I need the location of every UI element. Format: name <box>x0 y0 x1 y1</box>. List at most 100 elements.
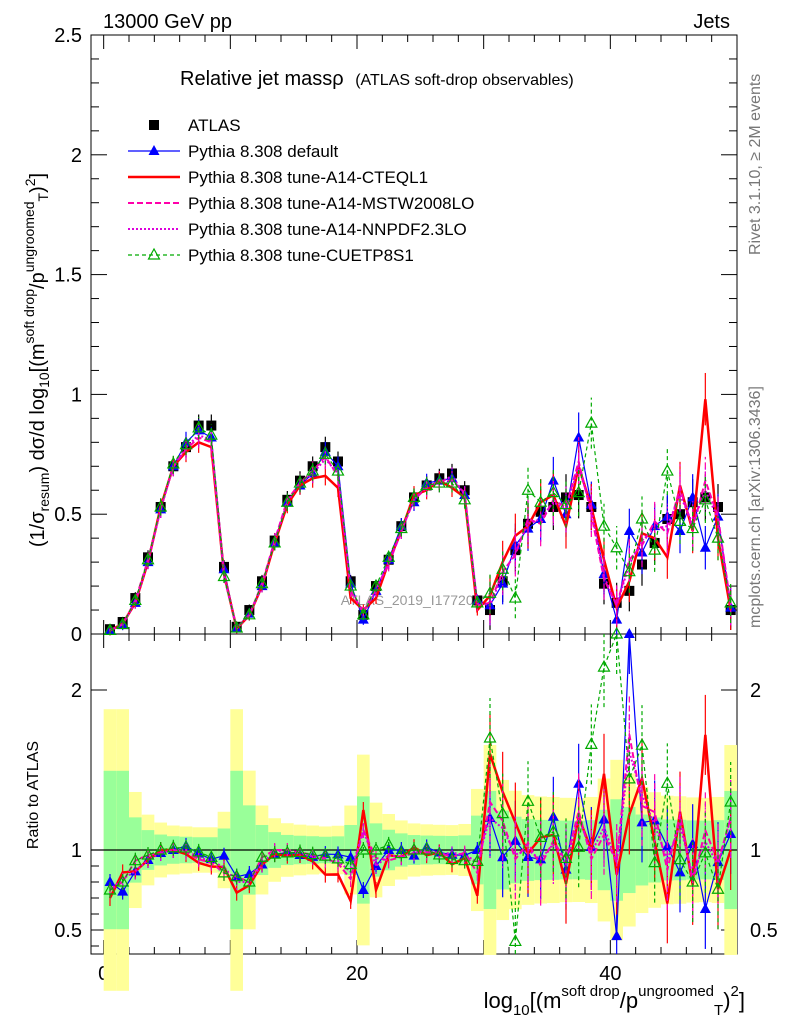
ratio-tick-label: 1 <box>71 840 82 862</box>
y-tick-label: 2 <box>71 145 82 167</box>
data-point <box>686 874 700 887</box>
data-point <box>432 847 446 860</box>
data-point <box>141 552 155 565</box>
ratio-tick-label: 0.5 <box>54 920 82 942</box>
data-point <box>280 845 294 858</box>
ratio-tick-label-right: 1 <box>750 840 761 862</box>
data-point <box>147 247 161 260</box>
data-point <box>496 562 510 574</box>
data-point <box>648 855 662 868</box>
data-point <box>432 475 446 488</box>
data-point <box>104 876 116 886</box>
data-point <box>206 420 217 431</box>
data-point <box>572 839 586 852</box>
ratio-tick-label-right: 0.5 <box>750 920 778 942</box>
data-point <box>369 578 383 591</box>
data-point <box>218 849 230 860</box>
data-point <box>204 427 218 440</box>
rivet-label: Rivet 3.1.10, ≥ 2M events <box>747 74 764 255</box>
data-point <box>673 514 687 526</box>
data-point <box>534 830 548 843</box>
ratio-tick-label: 2 <box>71 680 82 702</box>
data-point <box>230 620 244 633</box>
data-point <box>331 463 345 476</box>
data-point <box>255 850 269 862</box>
data-point <box>635 737 649 750</box>
mcplots-label: mcplots.cern.ch [arXiv:1306.3436] <box>747 386 764 628</box>
data-point <box>546 824 560 837</box>
data-point <box>508 934 522 947</box>
data-point <box>394 846 408 859</box>
data-point <box>699 541 711 552</box>
data-point <box>103 882 117 895</box>
data-point <box>230 869 244 882</box>
data-point <box>356 842 370 855</box>
data-point <box>344 857 358 870</box>
data-point <box>242 607 256 620</box>
data-point <box>217 865 231 878</box>
y-axis-label-text: (1/σresum) dσ/d log10[(msoft drop/pungro… <box>21 173 52 547</box>
data-point <box>293 475 307 488</box>
legend-label: Pythia 8.308 tune-A14-NNPDF2.3LO <box>188 220 467 239</box>
plot-title: Relative jet massρ (ATLAS soft-drop obse… <box>180 68 574 90</box>
y-tick-label: 1.5 <box>54 265 82 287</box>
data-point <box>306 847 320 860</box>
data-point <box>610 626 624 639</box>
data-point <box>724 595 738 608</box>
data-point <box>394 521 408 534</box>
data-point <box>356 607 370 620</box>
legend-label: Pythia 8.308 tune-A14-CTEQL1 <box>188 168 428 187</box>
data-point <box>724 794 738 807</box>
y-tick-label: 2.5 <box>54 25 82 47</box>
data-point <box>559 497 573 510</box>
data-point <box>420 478 434 491</box>
data-point <box>546 485 560 498</box>
data-point <box>154 499 168 512</box>
data-point <box>192 420 206 433</box>
x-axis-label: log10[(msoft drop/pungroomedT)2] <box>484 983 745 1019</box>
data-point <box>660 463 674 476</box>
x-tick-label: 20 <box>346 963 368 985</box>
data-point <box>345 851 357 862</box>
data-point <box>483 586 497 598</box>
data-point <box>597 518 611 531</box>
y-tick-label: 0.5 <box>54 504 82 526</box>
legend-label: Pythia 8.308 tune-A14-MSTW2008LO <box>188 194 474 213</box>
data-point <box>635 511 649 524</box>
data-point <box>166 840 180 853</box>
data-point <box>622 771 636 784</box>
legend-label: Pythia 8.308 tune-CUETP8S1 <box>188 246 414 265</box>
data-point <box>445 852 459 865</box>
data-point <box>128 853 142 866</box>
data-point <box>149 120 159 130</box>
data-point <box>116 874 130 887</box>
data-point <box>611 930 623 941</box>
data-point <box>508 590 522 603</box>
data-point <box>357 884 369 894</box>
data-point <box>521 794 535 806</box>
series-line <box>109 423 732 631</box>
data-point <box>268 846 282 859</box>
energy-label: 13000 GeV pp <box>103 11 232 33</box>
ratio-line <box>109 633 732 942</box>
data-point <box>420 842 434 855</box>
legend: ATLAS Pythia 8.308 default Pythia 8.308 tu… <box>128 116 474 265</box>
data-point <box>192 844 206 857</box>
data-point <box>573 431 585 442</box>
y-tick-label: 0 <box>71 624 82 646</box>
data-point <box>280 494 294 507</box>
data-point <box>445 475 459 488</box>
plot-title-sub: (ATLAS soft-drop observables) <box>355 72 573 89</box>
data-point <box>255 576 269 589</box>
data-point <box>686 521 700 534</box>
data-point <box>559 851 573 864</box>
data-point <box>306 463 320 476</box>
data-point <box>128 593 142 606</box>
data-point <box>711 530 725 543</box>
data-point <box>116 617 130 630</box>
data-point <box>584 737 598 749</box>
data-point <box>179 437 193 450</box>
data-point <box>344 578 358 591</box>
data-point <box>458 853 472 866</box>
data-point <box>622 564 636 577</box>
